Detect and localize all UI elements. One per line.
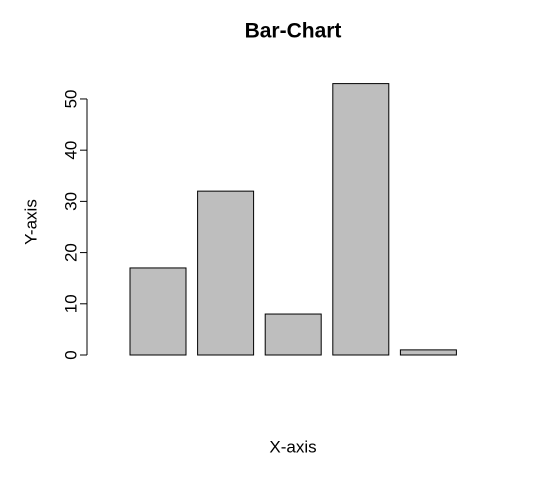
chart-title: Bar-Chart [245, 20, 342, 43]
bar [399, 349, 457, 356]
bar [129, 267, 187, 356]
bar [197, 190, 255, 356]
y-tick-label: 0 [61, 350, 80, 359]
y-tick-label: 20 [61, 243, 80, 262]
bar [264, 313, 322, 356]
y-tick-label: 50 [61, 90, 80, 109]
y-axis-label: Y-axis [21, 199, 40, 245]
y-tick-label: 10 [61, 294, 80, 313]
x-axis-label: X-axis [269, 437, 316, 456]
y-tick-label: 30 [61, 192, 80, 211]
bar [332, 83, 390, 356]
y-tick-label: 40 [61, 141, 80, 160]
